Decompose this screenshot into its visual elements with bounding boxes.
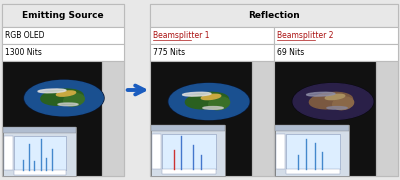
Bar <box>376 61 398 176</box>
Bar <box>14 136 66 170</box>
Bar <box>274 44 398 61</box>
Bar <box>151 125 225 131</box>
Bar <box>286 134 340 169</box>
Bar <box>2 61 102 176</box>
Ellipse shape <box>182 92 211 96</box>
Bar <box>150 27 274 44</box>
Text: Reflection: Reflection <box>248 11 300 20</box>
Text: 69 Nits: 69 Nits <box>277 48 304 57</box>
Bar <box>150 61 252 176</box>
Ellipse shape <box>38 89 66 93</box>
Bar <box>3 127 76 133</box>
Bar <box>162 169 216 174</box>
Bar <box>14 170 66 175</box>
Circle shape <box>24 80 104 116</box>
Bar <box>162 134 216 169</box>
Text: Beamsplitter 1: Beamsplitter 1 <box>153 31 210 40</box>
Ellipse shape <box>309 92 352 109</box>
Bar <box>150 4 398 176</box>
Bar <box>151 125 225 176</box>
Bar <box>2 44 124 61</box>
Text: Beamsplitter 2: Beamsplitter 2 <box>277 31 334 40</box>
Circle shape <box>292 83 374 120</box>
Ellipse shape <box>64 94 84 106</box>
Ellipse shape <box>333 97 354 110</box>
Circle shape <box>25 80 103 116</box>
Ellipse shape <box>56 91 76 96</box>
Ellipse shape <box>327 107 347 109</box>
Bar <box>4 136 13 170</box>
Text: RGB OLED: RGB OLED <box>5 31 45 40</box>
Bar <box>274 27 398 44</box>
Bar <box>102 61 124 176</box>
Text: Emitting Source: Emitting Source <box>22 11 104 20</box>
Bar <box>252 61 274 176</box>
Ellipse shape <box>209 97 230 110</box>
Circle shape <box>293 84 373 120</box>
Bar <box>2 4 124 176</box>
Bar <box>276 134 285 169</box>
Bar <box>3 127 76 176</box>
Bar <box>150 44 274 61</box>
Text: 1300 Nits: 1300 Nits <box>5 48 42 57</box>
Bar <box>274 61 376 176</box>
Ellipse shape <box>325 94 345 100</box>
Ellipse shape <box>41 89 83 105</box>
Text: 775 Nits: 775 Nits <box>153 48 185 57</box>
Bar <box>286 169 340 174</box>
Bar <box>275 125 349 176</box>
Bar <box>2 27 124 44</box>
Circle shape <box>169 84 249 120</box>
Ellipse shape <box>203 107 223 109</box>
Bar <box>152 134 161 169</box>
Bar <box>150 4 398 27</box>
Circle shape <box>168 83 250 120</box>
Ellipse shape <box>185 92 228 109</box>
Ellipse shape <box>58 103 78 106</box>
Bar <box>2 4 124 27</box>
Ellipse shape <box>201 94 221 100</box>
Bar <box>275 125 349 131</box>
Ellipse shape <box>306 92 335 96</box>
